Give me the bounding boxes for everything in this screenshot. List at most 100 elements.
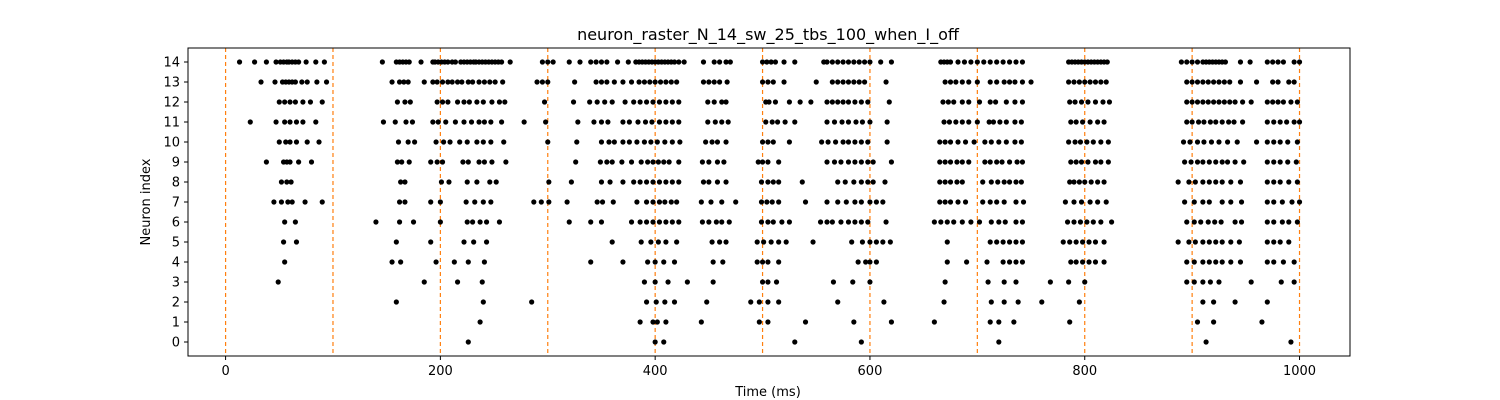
spike-point xyxy=(662,299,668,305)
spike-point xyxy=(1098,139,1104,145)
spike-point xyxy=(878,59,884,65)
spike-point xyxy=(1206,199,1212,205)
spike-point xyxy=(1103,79,1109,85)
spike-point xyxy=(1001,79,1007,85)
spike-point xyxy=(1189,79,1195,85)
spike-point xyxy=(824,119,830,125)
spike-point xyxy=(599,199,606,205)
spike-point xyxy=(859,119,866,125)
spike-point xyxy=(966,99,972,105)
spike-point xyxy=(469,79,476,85)
spike-point xyxy=(1003,119,1009,125)
spike-point xyxy=(937,139,943,145)
spike-point xyxy=(641,79,648,85)
spike-point xyxy=(1194,319,1201,325)
spike-point xyxy=(1201,139,1207,145)
spike-point xyxy=(446,179,452,185)
spike-point xyxy=(996,339,1002,345)
spike-point xyxy=(883,79,889,85)
spike-point xyxy=(1013,259,1019,265)
spike-point xyxy=(723,179,729,185)
spike-point xyxy=(1000,259,1006,265)
spike-point xyxy=(829,59,835,65)
spike-point xyxy=(1270,79,1276,85)
spike-point xyxy=(1001,179,1007,185)
spike-point xyxy=(764,59,770,65)
spike-point xyxy=(1216,279,1222,285)
spike-point xyxy=(606,139,612,145)
spike-point xyxy=(723,139,729,145)
spike-point xyxy=(710,279,716,285)
spike-point xyxy=(1216,79,1222,85)
spike-point xyxy=(748,299,754,305)
spike-point xyxy=(652,279,658,285)
spike-point xyxy=(1103,199,1109,205)
spike-point xyxy=(824,159,830,165)
spike-point xyxy=(766,99,772,105)
spike-point xyxy=(1219,159,1225,165)
spike-point xyxy=(976,99,983,105)
spike-point xyxy=(1264,139,1270,145)
spike-point xyxy=(251,59,258,65)
spike-point xyxy=(865,179,871,185)
spike-point xyxy=(1285,139,1291,145)
spike-point xyxy=(786,219,793,225)
spike-point xyxy=(852,219,858,225)
spike-point xyxy=(1068,119,1074,125)
spike-point xyxy=(1219,199,1225,205)
spike-point xyxy=(447,139,453,145)
spike-point xyxy=(1013,59,1019,65)
spike-point xyxy=(824,99,830,105)
spike-point xyxy=(464,139,470,145)
spike-point xyxy=(1006,79,1013,85)
spike-point xyxy=(674,199,680,205)
spike-point xyxy=(756,299,762,305)
spike-point xyxy=(287,159,293,165)
spike-point xyxy=(996,139,1002,145)
spike-point xyxy=(477,319,483,325)
spike-point xyxy=(1288,99,1294,105)
spike-point xyxy=(947,199,954,205)
spike-point xyxy=(654,319,660,325)
spike-point xyxy=(282,219,288,225)
spike-point xyxy=(398,179,404,185)
spike-point xyxy=(1184,79,1190,85)
spike-point xyxy=(609,239,615,245)
spike-point xyxy=(959,99,965,105)
spike-point xyxy=(1101,119,1107,125)
spike-point xyxy=(614,59,621,65)
spike-point xyxy=(858,99,864,105)
y-tick-label: 2 xyxy=(172,296,180,311)
spike-point xyxy=(832,139,839,145)
spike-point xyxy=(1228,259,1234,265)
spike-point xyxy=(886,99,892,105)
spike-point xyxy=(819,139,825,145)
spike-point xyxy=(1238,199,1245,205)
spike-point xyxy=(483,219,490,225)
spike-point xyxy=(430,119,436,125)
spike-point xyxy=(671,259,678,265)
spike-point xyxy=(1184,119,1190,125)
spike-point xyxy=(611,79,617,85)
spike-point xyxy=(1219,179,1225,185)
spike-point xyxy=(1211,79,1217,85)
spike-point xyxy=(406,159,412,165)
spike-point xyxy=(1189,99,1195,105)
spike-point xyxy=(1001,299,1007,305)
spike-point xyxy=(669,119,675,125)
spike-point xyxy=(1200,179,1206,185)
spike-point xyxy=(849,239,855,245)
spike-point xyxy=(502,99,508,105)
spike-point xyxy=(856,79,862,85)
spike-point xyxy=(637,219,643,225)
spike-point xyxy=(704,299,710,305)
spike-point xyxy=(1221,99,1227,105)
spike-point xyxy=(976,219,983,225)
spike-point xyxy=(835,79,841,85)
spike-point xyxy=(656,179,663,185)
spike-point xyxy=(1232,159,1238,165)
spike-point xyxy=(428,199,434,205)
spike-point xyxy=(835,179,841,185)
spike-point xyxy=(987,319,993,325)
